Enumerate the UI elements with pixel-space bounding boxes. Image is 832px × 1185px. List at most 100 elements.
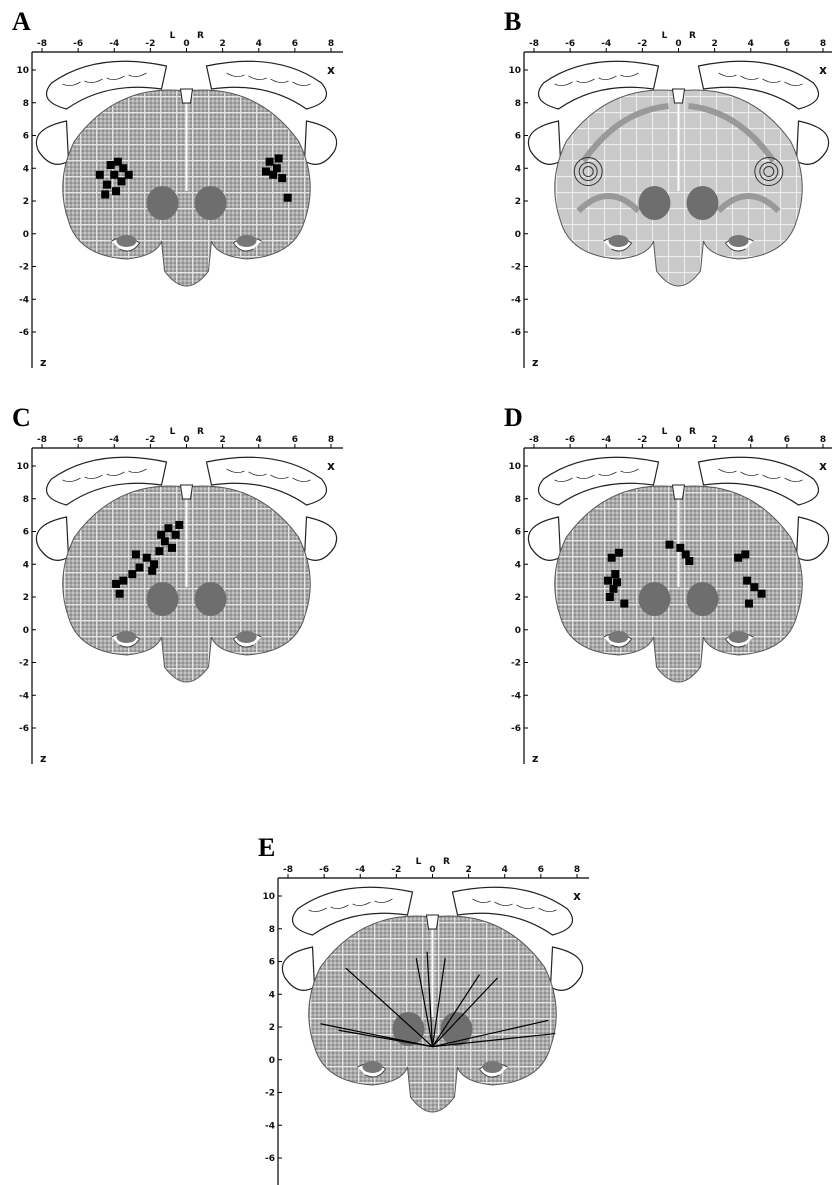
activation-blob [112, 580, 120, 588]
activation-blob [758, 590, 766, 598]
z-tick-label: -4 [19, 295, 29, 305]
x-tick-label: 8 [328, 39, 334, 49]
activation-blob [157, 531, 165, 539]
z-tick-label: 8 [515, 99, 521, 109]
hippocampus [237, 631, 257, 643]
x-tick-label: 8 [328, 435, 334, 445]
z-tick-label: -2 [511, 659, 521, 669]
z-tick-label: 6 [23, 132, 29, 142]
z-tick-label: -6 [511, 724, 521, 734]
activation-blob [103, 181, 111, 189]
ventricle [673, 485, 685, 499]
x-tick-label: -6 [565, 435, 575, 445]
x-tick-label: -4 [355, 865, 365, 875]
x-tick-label: 6 [292, 435, 298, 445]
activation-blob [741, 550, 749, 558]
thalamus [195, 186, 227, 220]
z-tick-label: 4 [23, 164, 29, 174]
activation-blob [168, 544, 176, 552]
x-tick-label: 4 [256, 435, 262, 445]
activation-blob [119, 577, 127, 585]
z-tick-label: 10 [16, 66, 29, 76]
x-tick-label: 4 [748, 435, 754, 445]
x-tick-label: 2 [219, 39, 225, 49]
x-tick-label: -6 [73, 39, 83, 49]
activation-blob [116, 590, 124, 598]
z-tick-label: -2 [19, 659, 29, 669]
panel: B-8-6-4-2024681086420-2-4-6LRxz [504, 7, 832, 369]
x-tick-label: -8 [37, 39, 47, 49]
temporal-wing [305, 517, 337, 560]
x-axis-label: x [327, 63, 335, 77]
z-tick-label: 0 [269, 1056, 275, 1066]
hippocampus [729, 631, 749, 643]
hippocampus [117, 631, 137, 643]
x-tick-label: -8 [529, 435, 539, 445]
left-label: L [170, 31, 176, 41]
z-axis-label: z [40, 752, 46, 765]
activation-blob [743, 577, 751, 585]
x-tick-label: 8 [574, 865, 580, 875]
activation-blob [750, 583, 758, 591]
activation-blob [611, 570, 619, 578]
z-tick-label: 0 [23, 626, 29, 636]
x-tick-label: 0 [429, 865, 435, 875]
temporal-wing [528, 517, 560, 560]
x-tick-label: 2 [711, 39, 717, 49]
thalamus [639, 582, 671, 616]
page: {"panels": [ {"label": "A", "x_ticks": [… [0, 0, 832, 1185]
x-tick-label: 0 [183, 435, 189, 445]
x-tick-label: 2 [219, 435, 225, 445]
left-label: L [170, 427, 176, 437]
hippocampus [729, 235, 749, 247]
x-tick-label: 2 [711, 435, 717, 445]
thalamus [639, 186, 671, 220]
thalamus [687, 582, 719, 616]
brain-section [528, 61, 828, 286]
hippocampus [363, 1061, 383, 1073]
z-tick-label: 2 [23, 593, 29, 603]
z-tick-label: 8 [269, 925, 275, 935]
x-tick-label: -2 [145, 435, 155, 445]
left-label: L [662, 427, 668, 437]
z-tick-label: 2 [515, 593, 521, 603]
brain-section [282, 887, 582, 1112]
x-tick-label: -4 [601, 435, 611, 445]
z-tick-label: -6 [19, 724, 29, 734]
hippocampus [483, 1061, 503, 1073]
x-tick-label: -4 [109, 435, 119, 445]
z-tick-label: -2 [265, 1089, 275, 1099]
panel-letter: D [504, 403, 523, 432]
z-tick-label: 6 [23, 528, 29, 538]
activation-blob [136, 564, 144, 572]
hippocampus [117, 235, 137, 247]
temporal-wing [528, 121, 560, 164]
activation-blob [608, 554, 616, 562]
x-tick-label: -2 [637, 435, 647, 445]
z-tick-label: 6 [515, 528, 521, 538]
thalamus [147, 582, 179, 616]
right-label: R [197, 427, 204, 437]
z-tick-label: -4 [19, 691, 29, 701]
z-tick-label: 0 [23, 230, 29, 240]
z-tick-label: 10 [508, 462, 521, 472]
z-tick-label: 6 [269, 958, 275, 968]
hippocampus [609, 235, 629, 247]
z-tick-label: -4 [511, 691, 521, 701]
activation-blob [155, 547, 163, 555]
activation-blob [665, 541, 673, 549]
thalamus [687, 186, 719, 220]
activation-blob [606, 593, 614, 601]
activation-blob [175, 521, 183, 529]
x-tick-label: 6 [292, 39, 298, 49]
x-tick-label: 4 [502, 865, 508, 875]
x-tick-label: -8 [529, 39, 539, 49]
activation-blob [613, 578, 621, 586]
brain-section [36, 457, 336, 682]
ventricle [181, 485, 193, 499]
right-label: R [689, 427, 696, 437]
activation-blob [278, 174, 286, 182]
temporal-wing [797, 121, 829, 164]
temporal-wing [36, 517, 68, 560]
